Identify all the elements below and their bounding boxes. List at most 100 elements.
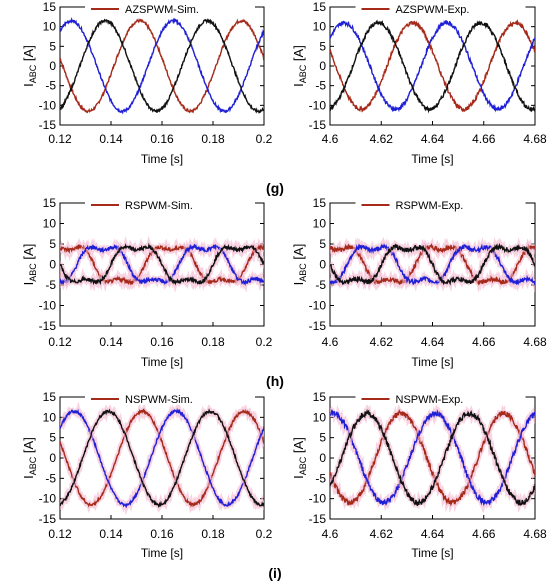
x-tick-label: 4.6 <box>322 132 339 146</box>
y-tick-label: 0 <box>319 258 326 272</box>
y-tick-label: -10 <box>39 299 57 313</box>
x-tick-label: 0.2 <box>256 527 273 541</box>
phase-c-trace <box>60 242 264 286</box>
legend-box <box>85 198 255 211</box>
y-tick-label: 10 <box>43 410 57 424</box>
legend-box <box>355 198 526 211</box>
y-tick-label: 0 <box>49 258 56 272</box>
traces <box>60 17 264 115</box>
y-tick-label: -15 <box>39 319 57 333</box>
traces <box>330 402 535 514</box>
chart-panel-1: 0.12 0.14 0.16 0.18 0.2 -15 -10 -5 0 5 10 15 IABC [A… <box>21 0 273 166</box>
x-tick-label: 0.18 <box>201 335 225 349</box>
x-tick-label: 0.12 <box>48 132 72 146</box>
y-tick-label: -15 <box>309 319 327 333</box>
y-tick-label: -5 <box>45 471 56 485</box>
phase-c-trace <box>330 242 535 286</box>
x-tick-label: 4.62 <box>370 132 394 146</box>
chart-panel-2: 4.6 4.62 4.64 4.66 4.68 -15 -10 -5 0 5 10 15 IABC [A… <box>291 0 547 166</box>
x-tick-label: 4.68 <box>523 335 547 349</box>
y-axis-label: IABC [A] <box>21 437 38 479</box>
axes-box <box>59 6 265 126</box>
legend-label: NSPWM-Exp. <box>396 394 464 406</box>
y-axis-label: IABC [A] <box>291 45 308 87</box>
phase-b-trace <box>330 242 535 286</box>
chart-panel-5: 0.12 0.14 0.16 0.18 0.2 -15 -10 -5 0 5 10 15 IABC [A… <box>21 390 273 560</box>
y-tick-label: 5 <box>49 431 56 445</box>
x-axis-label: Time [s] <box>411 355 453 369</box>
x-axis-label: Time [s] <box>411 152 453 166</box>
x-tick-label: 0.18 <box>201 132 225 146</box>
x-tick-label: 4.62 <box>370 527 394 541</box>
x-tick-label: 4.6 <box>322 527 339 541</box>
y-tick-label: -10 <box>309 492 327 506</box>
x-tick-label: 4.64 <box>421 335 445 349</box>
x-tick-label: 4.64 <box>421 527 445 541</box>
legend-label: AZSPWM-Sim. <box>125 4 199 16</box>
x-tick-label: 0.12 <box>48 527 72 541</box>
y-tick-label: -15 <box>39 512 57 526</box>
phase-a-trace <box>60 407 264 508</box>
traces <box>60 235 264 293</box>
x-tick-label: 0.2 <box>256 335 273 349</box>
y-tick-label: -15 <box>309 118 327 132</box>
legend-box <box>355 392 526 405</box>
legend-label: NSPWM-Sim. <box>125 394 193 406</box>
x-axis-label: Time [s] <box>141 546 183 560</box>
y-tick-label: 0 <box>49 59 56 73</box>
phase-a-trace <box>60 243 264 286</box>
chart-panel-3: 0.12 0.14 0.16 0.18 0.2 -15 -10 -5 0 5 10 15 IABC [A… <box>21 196 273 369</box>
phase-c-trace <box>330 19 535 114</box>
y-tick-label: 5 <box>319 237 326 251</box>
x-tick-label: 0.18 <box>201 527 225 541</box>
y-tick-label: 5 <box>49 237 56 251</box>
y-tick-label: 0 <box>319 451 326 465</box>
x-tick-label: 0.16 <box>150 132 174 146</box>
x-tick-label: 0.2 <box>256 132 273 146</box>
y-tick-label: 10 <box>313 217 327 231</box>
y-tick-label: -5 <box>315 278 326 292</box>
traces <box>330 19 535 114</box>
y-tick-label: 15 <box>313 390 327 404</box>
x-tick-label: 4.68 <box>523 527 547 541</box>
x-tick-label: 0.16 <box>150 335 174 349</box>
x-tick-label: 4.6 <box>322 335 339 349</box>
legend-box <box>85 392 255 405</box>
y-tick-label: -5 <box>45 79 56 93</box>
y-axis-label: IABC [A] <box>21 45 38 87</box>
y-tick-label: -10 <box>39 98 57 112</box>
y-axis-label: IABC [A] <box>21 244 38 286</box>
y-tick-label: 5 <box>319 39 326 53</box>
y-tick-label: -5 <box>315 471 326 485</box>
y-tick-label: -5 <box>45 278 56 292</box>
phase-c-trace <box>330 408 535 507</box>
y-tick-label: 0 <box>319 59 326 73</box>
y-tick-label: 15 <box>43 0 57 14</box>
x-tick-label: 4.66 <box>472 132 496 146</box>
x-tick-label: 4.66 <box>472 527 496 541</box>
y-tick-label: 15 <box>43 196 57 210</box>
phase-b-trace <box>60 243 264 287</box>
y-tick-label: 0 <box>49 451 56 465</box>
legend-label: RSPWM-Exp. <box>396 200 464 212</box>
phase-b-trace <box>60 407 264 509</box>
y-tick-label: 10 <box>313 20 327 34</box>
y-tick-label: 10 <box>43 217 57 231</box>
x-tick-label: 0.16 <box>150 527 174 541</box>
y-tick-label: 15 <box>313 196 327 210</box>
y-tick-label: 5 <box>49 39 56 53</box>
x-axis-label: Time [s] <box>411 546 453 560</box>
legend-box <box>85 2 255 15</box>
panel-label-1: (g) <box>266 180 284 196</box>
y-tick-label: -10 <box>309 299 327 313</box>
y-tick-label: 10 <box>313 410 327 424</box>
y-tick-label: 15 <box>313 0 327 14</box>
phase-a-trace <box>60 18 264 114</box>
y-tick-label: 10 <box>43 20 57 34</box>
panel-label-3: (i) <box>268 565 281 581</box>
phase-c-trace <box>60 17 264 115</box>
legend-label: AZSPWM-Exp. <box>396 4 470 16</box>
legend-box <box>355 2 526 15</box>
y-tick-label: -15 <box>39 118 57 132</box>
